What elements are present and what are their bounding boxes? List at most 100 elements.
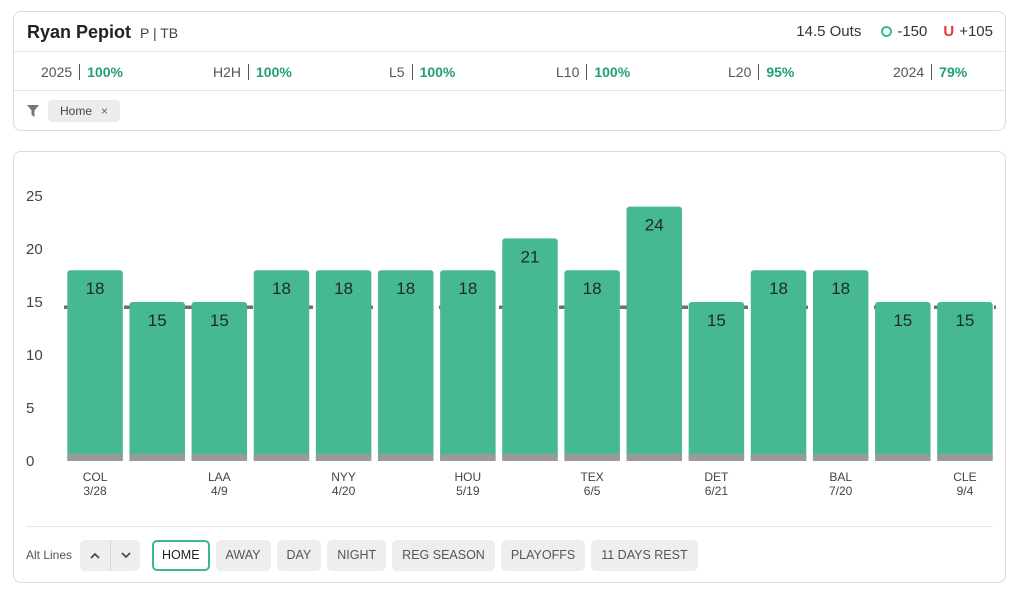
stat-label: L5: [389, 64, 413, 80]
stat-value: 100%: [594, 64, 631, 80]
y-tick-label: 25: [26, 188, 43, 205]
player-header: Ryan Pepiot P | TB 14.5 Outs -150 U +105: [14, 12, 1005, 52]
x-tick-date: 4/20: [332, 484, 356, 498]
bar-base: [67, 454, 123, 461]
bar-base: [377, 454, 434, 461]
bar-value-label: 18: [458, 279, 477, 298]
stat-label: L20: [728, 64, 760, 80]
y-tick-label: 10: [26, 347, 43, 364]
filter-night-button[interactable]: NIGHT: [327, 539, 387, 571]
active-filters: Home ×: [14, 91, 1005, 131]
y-tick-label: 5: [26, 400, 34, 417]
filter-rest-button[interactable]: 11 DAYS REST: [591, 539, 698, 571]
stat-l5[interactable]: L5 100%: [389, 64, 455, 80]
under-icon: U: [943, 23, 955, 40]
bar-value-label: 18: [272, 279, 291, 298]
filter-chip-label: Home: [60, 104, 93, 118]
over-odds[interactable]: -150: [897, 23, 928, 40]
bar-value-label: 21: [521, 247, 540, 266]
x-tick-date: 6/21: [705, 484, 729, 498]
y-tick-label: 0: [26, 453, 34, 470]
stat-h2h[interactable]: H2H 100%: [213, 64, 292, 80]
stat-l20[interactable]: L20 95%: [728, 64, 794, 80]
bar-base: [875, 454, 931, 461]
x-tick-opponent: BAL: [829, 470, 852, 484]
y-tick-label: 15: [26, 294, 43, 311]
stat-label: 2025: [41, 64, 81, 80]
bar-base: [750, 454, 807, 461]
bar-base: [440, 454, 496, 461]
bar: [502, 238, 558, 461]
stat-2024[interactable]: 2024 79%: [893, 64, 967, 80]
bar-value-label: 15: [893, 311, 912, 330]
under-odds[interactable]: +105: [959, 23, 993, 40]
x-tick-date: 3/28: [83, 484, 107, 498]
bar: [937, 302, 993, 461]
bar: [253, 270, 310, 461]
bar-value-label: 24: [645, 216, 664, 235]
x-tick-opponent: TEX: [580, 470, 603, 484]
funnel-icon[interactable]: [27, 105, 39, 117]
stat-2025[interactable]: 2025 100%: [41, 64, 123, 80]
x-tick-date: 9/4: [957, 484, 974, 498]
filter-reg-season-button[interactable]: REG SEASON: [392, 539, 495, 571]
stat-label: H2H: [213, 64, 250, 80]
x-tick-opponent: CLE: [953, 470, 976, 484]
bar-value-label: 15: [210, 311, 229, 330]
filter-day-button[interactable]: DAY: [276, 539, 322, 571]
outs-bar-chart: 0 5 10 15 20 25 18 15 15 18 18 18 18 21 18 24 15 18 18 15 15…: [26, 188, 996, 498]
chart-controls: Alt Lines HOME AWAY DAY NIGHT REG SEASON…: [26, 539, 704, 571]
stat-l10[interactable]: L10 100%: [556, 64, 630, 80]
bar-value-label: 15: [148, 311, 167, 330]
alt-line-stepper: [80, 539, 141, 571]
bar: [377, 270, 434, 461]
stat-value: 79%: [939, 64, 968, 80]
close-icon[interactable]: ×: [101, 104, 109, 118]
x-tick-opponent: LAA: [208, 470, 231, 484]
bar-value-label: 18: [583, 279, 602, 298]
x-tick-date: 6/5: [584, 484, 601, 498]
bar: [564, 270, 620, 461]
bar-value-label: 18: [831, 279, 850, 298]
stat-value: 100%: [87, 64, 123, 80]
bar-base: [315, 454, 372, 461]
filter-home-button[interactable]: HOME: [152, 539, 210, 571]
bar: [67, 270, 123, 461]
bar-value-label: 15: [955, 311, 974, 330]
bar-base: [812, 454, 869, 461]
over-icon: [881, 26, 893, 37]
stat-label: L10: [556, 64, 588, 80]
game-log-chart-card: 0 5 10 15 20 25 18 15 15 18 18 18 18 21 18 24 15 18 18 15 15…: [13, 151, 1006, 583]
y-tick-label: 20: [26, 241, 43, 258]
bar: [812, 270, 869, 461]
filter-chip-home[interactable]: Home ×: [48, 100, 121, 122]
chevron-down-icon[interactable]: [110, 539, 141, 571]
bar: [440, 270, 496, 461]
stat-label: 2024: [893, 64, 933, 80]
bar: [688, 302, 745, 461]
player-name[interactable]: Ryan Pepiot: [27, 22, 132, 42]
bar-base: [688, 454, 745, 461]
alt-lines-label: Alt Lines: [26, 548, 73, 562]
bar-value-label: 18: [334, 279, 353, 298]
bar: [875, 302, 931, 461]
hit-rate-row: 2025 100% H2H 100% L5 100% L10 100% L20 …: [14, 52, 1005, 91]
bar-base: [129, 454, 185, 461]
x-tick-date: 7/20: [829, 484, 853, 498]
bar: [750, 270, 807, 461]
bar-base: [191, 454, 248, 461]
filter-playoffs-button[interactable]: PLAYOFFS: [500, 539, 586, 571]
x-tick-opponent: NYY: [331, 470, 356, 484]
bar-value-label: 18: [769, 279, 788, 298]
chevron-up-icon[interactable]: [80, 539, 111, 571]
filter-away-button[interactable]: AWAY: [215, 539, 271, 571]
bar: [626, 206, 683, 461]
bar-base: [626, 454, 683, 461]
bar: [129, 302, 185, 461]
stat-value: 95%: [766, 64, 795, 80]
player-summary-card: Ryan Pepiot P | TB 14.5 Outs -150 U +105…: [13, 11, 1006, 131]
bar-value-label: 18: [86, 279, 105, 298]
prop-line-value: 14.5 Outs: [796, 23, 862, 40]
x-tick-date: 5/19: [456, 484, 480, 498]
divider: [26, 526, 993, 527]
